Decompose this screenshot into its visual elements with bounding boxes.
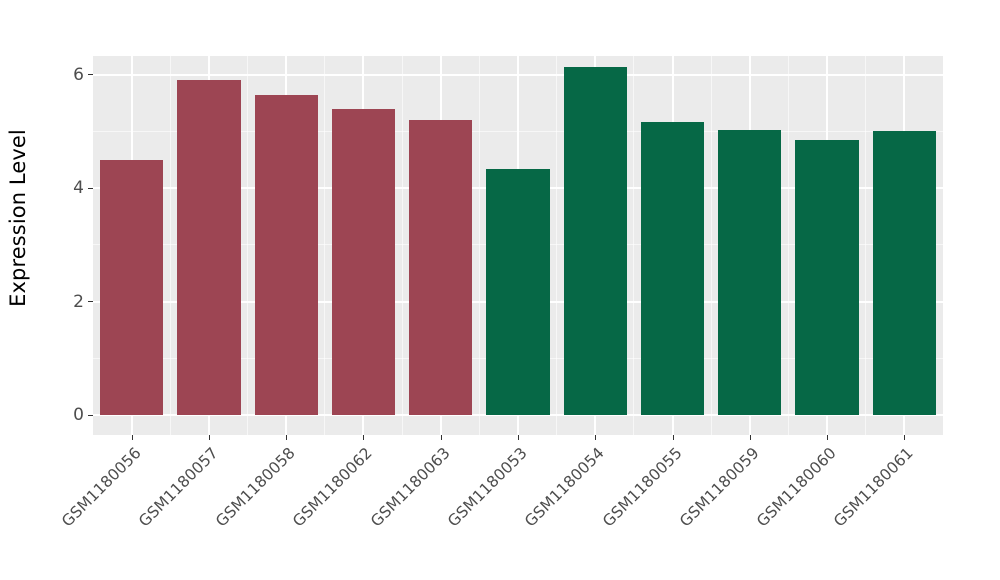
x-tick-mark [672, 435, 674, 440]
gridline-minor-vertical [324, 56, 326, 435]
x-axis: GSM1180056 GSM1180057 GSM1180058 GSM1180062… [58, 435, 943, 580]
bar-GSM1180054 [563, 67, 627, 415]
bar-GSM1180059 [718, 129, 782, 415]
y-tick-mark [88, 301, 93, 302]
x-tick-mark [827, 435, 829, 440]
bar-GSM1180058 [254, 94, 318, 415]
gridline-minor-vertical [247, 56, 249, 435]
plot-panel [93, 56, 943, 435]
y-tick-mark [88, 187, 93, 189]
y-tick-mark [88, 74, 93, 75]
gridline-minor-vertical [478, 56, 480, 435]
y-tick-2: 2 [73, 292, 93, 312]
y-tick-label: 0 [73, 405, 84, 425]
y-tick-label: 4 [73, 178, 84, 198]
gridline-minor-vertical [401, 56, 403, 435]
y-tick-label: 6 [73, 64, 84, 85]
gridline-minor-vertical [633, 56, 635, 435]
x-tick-mark [440, 435, 442, 440]
bar-GSM1180063 [409, 120, 473, 415]
x-tick-mark [904, 435, 906, 440]
x-tick-mark [208, 435, 210, 440]
y-tick-mark [88, 414, 93, 416]
gridline-minor-vertical [169, 56, 171, 435]
x-tick-mark [363, 435, 365, 440]
bar-GSM1180053 [486, 169, 550, 415]
gridline-minor-vertical [865, 56, 867, 435]
gridline-minor-vertical [710, 56, 712, 435]
y-axis-title: Expression Level [0, 0, 36, 435]
gridline-minor-vertical [556, 56, 558, 435]
x-tick-mark [749, 435, 751, 440]
x-tick-mark [595, 435, 597, 440]
y-tick-4: 4 [73, 178, 93, 198]
bar-GSM1180056 [99, 160, 164, 415]
y-axis-title-text: Expression Level [6, 128, 31, 307]
bar-GSM1180060 [795, 139, 859, 415]
x-tick-mark [518, 435, 519, 440]
gridline-minor-vertical [787, 56, 789, 435]
y-tick-0: 0 [73, 405, 93, 425]
x-tick-mark [286, 435, 288, 440]
y-tick-label: 2 [73, 291, 84, 312]
y-tick-6: 6 [73, 65, 93, 85]
x-tick-mark [131, 435, 133, 440]
bar-GSM1180061 [872, 131, 937, 415]
bar-GSM1180062 [331, 109, 396, 415]
bar-GSM1180055 [640, 122, 705, 415]
y-axis: 0 2 4 6 [36, 0, 93, 435]
bar-GSM1180057 [177, 80, 241, 415]
